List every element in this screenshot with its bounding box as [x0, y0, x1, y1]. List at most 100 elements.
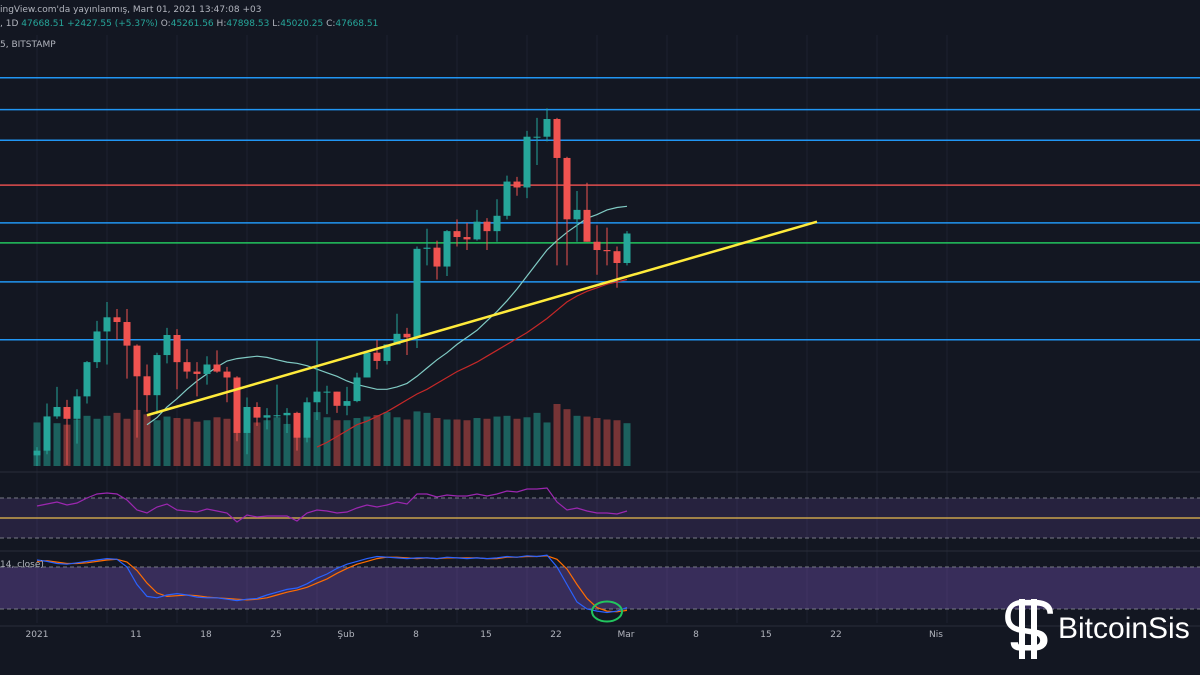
candle-body [363, 352, 371, 378]
candle-body [443, 231, 451, 267]
header-published-line: ingView.com'da yayınlanmış, Mart 01, 202… [0, 5, 261, 15]
header-exchange-text: 5, BITSTAMP [0, 40, 56, 50]
volume-bar [173, 418, 181, 466]
candle-body [553, 119, 561, 158]
stoch-k-line [36, 554, 628, 614]
header-open-label: O: [160, 19, 171, 29]
candle-body [203, 364, 211, 374]
header-published-text: ingView.com'da yayınlanmış, Mart 01, 202… [0, 5, 262, 15]
candle-body [143, 376, 151, 396]
candle-body [263, 415, 271, 418]
candle-body [473, 221, 481, 240]
header-low-value: 45020.25 [280, 19, 324, 29]
horizontal-levels [0, 76, 1200, 341]
volume-bar [163, 416, 171, 466]
trendline [146, 220, 818, 417]
volume-bar [493, 416, 501, 466]
volume-bar [423, 412, 431, 466]
candle-body [73, 396, 81, 419]
candle-body [563, 157, 571, 220]
volume-bar [553, 404, 561, 466]
rsi-line [36, 487, 628, 523]
bitcoin-logo-icon [1005, 599, 1053, 659]
volume-bar [463, 420, 471, 466]
candle-body [543, 119, 551, 137]
volume-bar [583, 416, 591, 466]
panel-separators [0, 471, 1200, 627]
volume-bar [133, 409, 141, 466]
candle-body [153, 355, 161, 396]
candle-body [353, 377, 361, 402]
volume-bar [223, 418, 231, 466]
candle-body [373, 352, 381, 361]
header-last-price: 47668.51 [21, 19, 65, 29]
candle-body [113, 317, 121, 323]
header-high-value: 47898.53 [226, 19, 270, 29]
candle-body [433, 247, 441, 267]
candle-body [523, 136, 531, 188]
candle-body [53, 406, 61, 417]
volume-bar [353, 418, 361, 466]
trendline-group [146, 220, 818, 417]
volume-bars [33, 404, 631, 466]
brand-name: BitcoinSis [1058, 612, 1190, 645]
header-exchange-line: 5, BITSTAMP [0, 40, 56, 50]
candle-body [503, 181, 511, 216]
volume-bar [253, 422, 261, 466]
volume-bar [123, 418, 131, 466]
candles[interactable] [33, 108, 631, 466]
highlight-group [591, 600, 623, 623]
x-tick-label: Şub [337, 630, 355, 640]
volume-bar [603, 419, 611, 466]
candle-body [533, 136, 541, 138]
candle-body [33, 450, 41, 456]
candle-body [423, 247, 431, 249]
volume-bar [443, 419, 451, 466]
candle-body [413, 248, 421, 338]
volume-bar [213, 417, 221, 466]
candle-body [83, 362, 91, 397]
volume-bar [33, 422, 41, 466]
volume-bar [573, 415, 581, 466]
header-close-label: C: [326, 19, 336, 29]
candle-body [383, 344, 391, 361]
x-tick-label: Nis [929, 630, 943, 640]
candle-body [333, 391, 341, 406]
volume-bar [323, 417, 331, 466]
candle-body [133, 345, 141, 377]
candle-body [453, 231, 461, 238]
volume-bar [203, 420, 211, 466]
x-tick-label: 8 [693, 630, 699, 640]
volume-bar [433, 418, 441, 466]
candle-body [43, 416, 51, 451]
candle-body [183, 362, 191, 372]
candle-body [623, 233, 631, 263]
ma-long-line [316, 278, 628, 448]
brand-logo [1005, 597, 1200, 661]
stoch-indicator-label: 14, close) [0, 560, 44, 570]
candle-body [173, 334, 181, 363]
candle-body [493, 215, 501, 232]
volume-bar [263, 420, 271, 466]
volume-bar [313, 412, 321, 466]
x-tick-label: 2021 [25, 630, 49, 640]
volume-bar [513, 418, 521, 466]
volume-bar [153, 420, 161, 466]
candle-body [303, 402, 311, 438]
candle-body [193, 371, 201, 374]
rsi-panel [36, 487, 628, 523]
x-tick-label: 11 [130, 630, 142, 640]
stoch-panel [36, 554, 628, 614]
volume-bar [113, 412, 121, 466]
candle-body [93, 331, 101, 363]
header-change: +2427.55 (+5.37%) [67, 19, 158, 29]
header-high-label: H: [216, 19, 227, 29]
candle-body [273, 415, 281, 417]
volume-bar [273, 417, 281, 466]
header-close-value: 47668.51 [335, 19, 379, 29]
x-tick-label: 15 [760, 630, 772, 640]
highlight-circle [591, 600, 623, 623]
candle-body [463, 237, 471, 240]
